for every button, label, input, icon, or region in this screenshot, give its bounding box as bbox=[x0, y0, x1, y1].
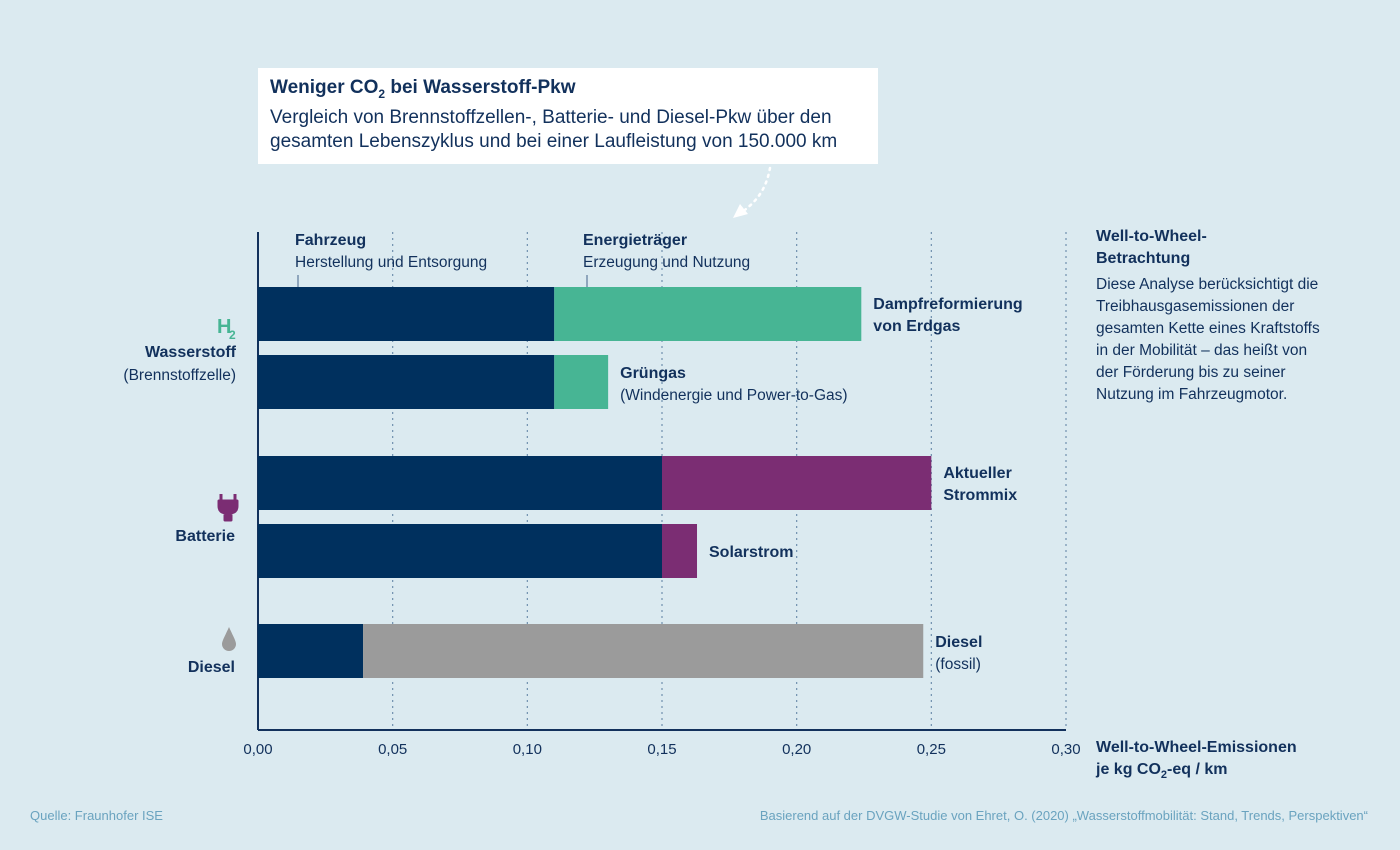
bar-fahrzeug bbox=[258, 287, 555, 341]
bar-label: Solarstrom bbox=[709, 544, 793, 561]
bar-label: Diesel bbox=[935, 634, 982, 651]
bar-energietraeger bbox=[554, 355, 609, 409]
x-tick-label: 0,15 bbox=[647, 741, 676, 758]
bar-label: Dampfreformierung bbox=[873, 296, 1022, 313]
side-note-title: Well-to-Wheel- Betrachtung bbox=[1096, 228, 1207, 267]
bar-fahrzeug bbox=[258, 355, 555, 409]
x-tick-label: 0,30 bbox=[1051, 741, 1080, 758]
legend-energietraeger-desc: Erzeugung und Nutzung bbox=[583, 254, 750, 271]
drop-icon bbox=[222, 627, 236, 651]
chart-subtitle-line2: gesamten Lebenszyklus und bei einer Lauf… bbox=[270, 130, 838, 152]
bar-fahrzeug bbox=[258, 524, 662, 578]
bar-energietraeger bbox=[363, 624, 924, 678]
chart-title-box: Weniger CO2 bei Wasserstoff-Pkw Vergleic… bbox=[258, 68, 878, 164]
bar-label: Strommix bbox=[943, 487, 1017, 504]
bar-sublabel: (Windenergie und Power-to-Gas) bbox=[620, 387, 847, 404]
source-note: Quelle: Fraunhofer ISE bbox=[30, 808, 163, 823]
plug-icon bbox=[217, 494, 239, 522]
bar-sublabel: (fossil) bbox=[935, 656, 981, 673]
bar-energietraeger bbox=[662, 524, 698, 578]
x-tick-label: 0,20 bbox=[782, 741, 811, 758]
category-label-diesel: Diesel bbox=[188, 659, 235, 676]
chart-title: Weniger CO2 bei Wasserstoff-Pkw bbox=[270, 77, 576, 101]
bar-energietraeger bbox=[554, 287, 862, 341]
bar-label: Aktueller bbox=[943, 465, 1011, 482]
legend-fahrzeug-title: Fahrzeug bbox=[295, 232, 366, 249]
bar-label: von Erdgas bbox=[873, 318, 960, 335]
arrow-connector bbox=[740, 166, 772, 214]
category-label-wasserstoff: Wasserstoff bbox=[145, 344, 237, 361]
bar-fahrzeug bbox=[258, 624, 364, 678]
bar-fahrzeug bbox=[258, 456, 662, 510]
arrow-head bbox=[733, 204, 748, 218]
bar-label: Grüngas bbox=[620, 365, 686, 382]
x-tick-label: 0,00 bbox=[243, 741, 272, 758]
chart-subtitle-line1: Vergleich von Brennstoffzellen-, Batteri… bbox=[270, 106, 832, 128]
category-label-batterie: Batterie bbox=[175, 528, 235, 545]
side-note-text: Diese Analyse berücksichtigt die Treibha… bbox=[1096, 276, 1320, 403]
x-tick-label: 0,05 bbox=[378, 741, 407, 758]
h2-icon-subscript: 2 bbox=[229, 328, 236, 342]
legend-energietraeger-title: Energieträger bbox=[583, 232, 687, 249]
x-tick-label: 0,10 bbox=[513, 741, 542, 758]
bar-energietraeger bbox=[662, 456, 932, 510]
h2-icon: H bbox=[217, 316, 231, 338]
study-note: Basierend auf der DVGW-Studie von Ehret,… bbox=[759, 808, 1368, 823]
category-detail-wasserstoff: (Brennstoffzelle) bbox=[123, 367, 236, 384]
legend-fahrzeug-desc: Herstellung und Entsorgung bbox=[295, 254, 487, 271]
x-axis-title: Well-to-Wheel-Emissionen je kg CO2-eq / … bbox=[1096, 739, 1297, 782]
x-tick-label: 0,25 bbox=[917, 741, 946, 758]
